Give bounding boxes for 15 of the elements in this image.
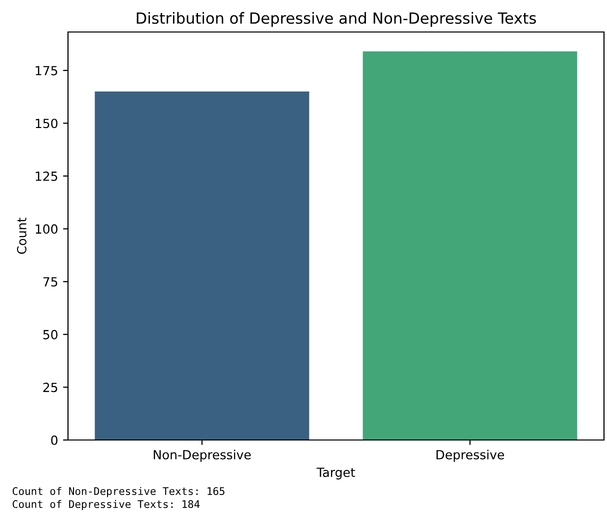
y-tick-label: 75 xyxy=(43,277,58,287)
y-tick-label: 175 xyxy=(36,66,58,76)
y-tick-label: 150 xyxy=(36,118,58,128)
y-tick-label: 0 xyxy=(51,435,58,445)
text: Count of Depressive Texts: 184 xyxy=(12,500,200,510)
y-axis-title: Count xyxy=(16,218,26,254)
y-tick-label: 125 xyxy=(36,171,58,181)
y-tick-label: 25 xyxy=(43,382,58,392)
text: Count of Non-Depressive Texts: 165 xyxy=(12,486,224,498)
x-tick-label: Depressive xyxy=(436,450,504,462)
y-tick-label: 100 xyxy=(36,224,58,234)
y-tick-label: 50 xyxy=(43,330,58,340)
x-tick-label: Non-Depressive xyxy=(154,450,251,462)
chart-title: Distribution of Depressive and Non-Depressive Texts xyxy=(136,12,536,27)
x-axis-title: Target xyxy=(316,468,356,480)
